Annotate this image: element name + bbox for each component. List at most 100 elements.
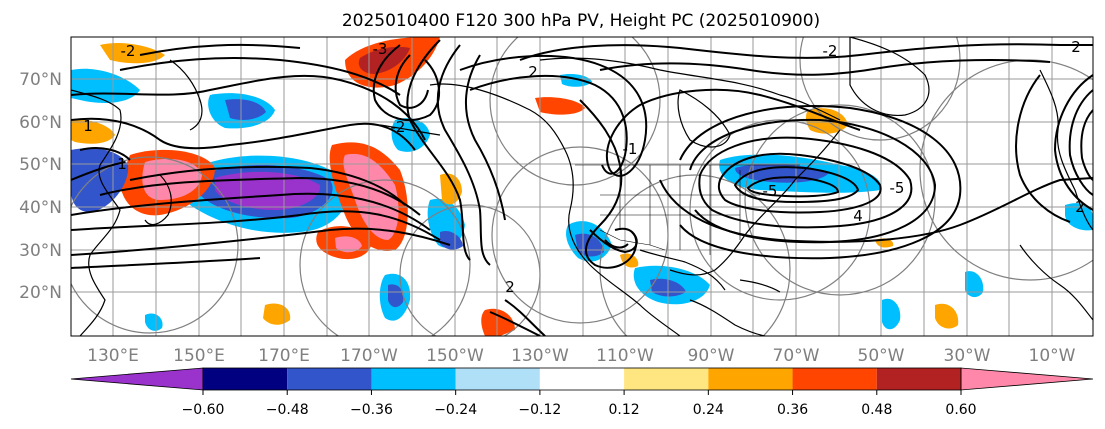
positive-anomaly-region — [440, 173, 462, 205]
contour-label: 1 — [83, 117, 93, 135]
height-contour-line — [489, 311, 541, 336]
height-contour-line — [579, 99, 638, 269]
lat-label: 30°N — [19, 241, 62, 261]
height-contour-line — [129, 165, 406, 206]
contour-label: -3 — [373, 40, 388, 58]
height-contour-line — [698, 136, 913, 229]
alaska-coastline — [429, 83, 681, 336]
height-contour-line — [71, 227, 451, 256]
us-mexico-border — [599, 229, 666, 251]
lon-label: 50°W — [858, 346, 905, 366]
colorbar-tick-label: −0.36 — [350, 402, 393, 418]
height-contour-line — [71, 210, 441, 241]
lon-label: 10°W — [1029, 346, 1076, 366]
colorbar-segment — [203, 368, 288, 390]
colorbar-tick-label: −0.12 — [518, 402, 561, 418]
positive-anomaly-region — [100, 43, 165, 64]
lon-label: 150°W — [426, 346, 484, 366]
height-contour-line — [599, 59, 1051, 76]
greenland-coastline — [849, 37, 930, 117]
colorbar-extend-low — [70, 367, 204, 391]
contour-label: -5 — [890, 179, 905, 197]
height-contour-line — [464, 54, 506, 221]
colorbar-segment — [792, 368, 877, 390]
height-contour-line — [459, 54, 861, 177]
contour-label: -2 — [391, 118, 406, 136]
positive-anomaly-region — [142, 158, 202, 200]
positive-anomaly-region — [343, 153, 399, 240]
colorbar-extend-high — [960, 367, 1094, 391]
cuba-coastline — [739, 279, 781, 293]
contour-label: 2 — [1071, 38, 1081, 56]
height-contour-line — [99, 176, 421, 216]
height-contour-line — [406, 39, 471, 261]
height-contours — [71, 39, 1093, 336]
negative-anomaly-region — [1065, 203, 1093, 231]
europe-coastline — [1039, 69, 1093, 231]
lon-label: 30°W — [944, 346, 991, 366]
negative-anomaly-region — [391, 118, 430, 152]
positive-anomaly-region — [535, 97, 585, 115]
lat-label: 50°N — [19, 155, 62, 175]
height-contour-line — [1080, 109, 1093, 181]
contour-label: 4 — [853, 207, 863, 225]
contour-label: 2 — [1075, 198, 1085, 216]
gulf-coastline — [639, 249, 726, 291]
contour-label: -2 — [121, 42, 136, 60]
positive-anomaly-region — [935, 303, 959, 329]
lon-label: 110°W — [596, 346, 654, 366]
positive-anomaly-region — [335, 236, 362, 253]
height-contour-line — [659, 177, 1093, 243]
height-contour-line — [746, 176, 840, 198]
height-contour-line — [139, 43, 301, 56]
height-contour-line — [79, 147, 131, 161]
north-america-north-coastline — [539, 57, 841, 121]
lon-label: 150°E — [173, 346, 225, 366]
negative-anomaly-region — [575, 233, 604, 257]
colorbar-tick-label: 0.24 — [693, 402, 724, 418]
height-contour-line — [589, 229, 638, 254]
lon-label: 70°W — [773, 346, 820, 366]
colorbar-segment — [876, 368, 961, 390]
aleutian-coastline — [379, 124, 441, 136]
height-contour-line — [1053, 74, 1093, 211]
positive-anomaly-region — [71, 119, 115, 144]
height-contour-line — [1015, 74, 1071, 223]
kamchatka-coastline — [169, 59, 203, 131]
contour-labels: 2 2 1 1 -2 -3 -2 -1 -5 -5 4 2 -2 2 — [83, 38, 1085, 296]
lat-label: 70°N — [19, 70, 62, 90]
negative-anomaly-region — [225, 99, 266, 120]
height-contour-line — [71, 192, 431, 231]
colorbar-segment — [455, 368, 540, 390]
colorbar-segment — [624, 368, 709, 390]
height-contour-line — [394, 54, 429, 109]
colorbar-tick-label: −0.60 — [182, 402, 225, 418]
contour-label: -5 — [763, 182, 778, 200]
height-contour-line — [71, 74, 426, 141]
height-contour-line — [717, 152, 882, 214]
height-contour-line — [733, 166, 860, 204]
height-contour-line — [71, 257, 261, 269]
africa-coastline — [1019, 244, 1093, 321]
height-contour-line — [1068, 89, 1093, 196]
negative-anomaly-region — [440, 230, 463, 250]
height-contour-line — [679, 105, 962, 260]
contour-label: -1 — [623, 140, 638, 158]
colorbar-tick-label: −0.48 — [266, 402, 309, 418]
colorbar-tick-label: −0.24 — [434, 402, 477, 418]
contour-label: 1 — [117, 155, 127, 173]
colorbar-tick-label: 0.36 — [777, 402, 808, 418]
lon-label: 130°E — [87, 346, 139, 366]
colorbar: −0.60 −0.48 −0.36 −0.24 −0.12 0.12 0.24 0.36 0.4… — [70, 367, 1094, 418]
colorbar-frame — [202, 367, 962, 391]
height-contour-line — [71, 161, 126, 181]
height-contour-line — [436, 44, 491, 266]
lon-label: 90°W — [688, 346, 735, 366]
lat-label: 20°N — [19, 283, 62, 303]
map-panel: 2 2 1 1 -2 -3 -2 -1 -5 -5 4 2 -2 2 — [70, 36, 1094, 337]
colorbar-tick-label: 0.60 — [945, 402, 976, 418]
negative-anomaly-region — [965, 271, 984, 298]
height-contour-line — [504, 299, 546, 336]
map-title: 2025010400 F120 300 hPa PV, Height PC (2… — [342, 11, 820, 31]
